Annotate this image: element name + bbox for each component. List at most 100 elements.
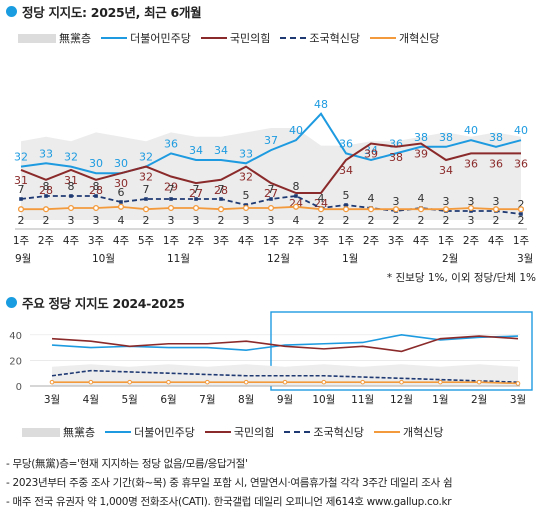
legend-item-rebuilding: 조국혁신당	[284, 424, 364, 440]
data-label: 38	[414, 131, 428, 144]
month-tick-label: 7월	[199, 394, 215, 406]
data-point	[219, 197, 223, 201]
legend-label: 국민의힘	[233, 426, 275, 439]
data-point	[392, 206, 400, 213]
data-point	[194, 197, 198, 201]
legend-item-reform: 개혁신당	[373, 424, 443, 440]
data-label: 8	[68, 180, 75, 193]
week-tick-label: 4주	[413, 235, 430, 247]
note-line: - 무당(無黨)층='현재 지지하는 정당 없음/모름/응답거절'	[6, 458, 248, 470]
data-label: 32	[64, 151, 78, 164]
data-label: 3	[93, 214, 100, 227]
week-tick-label: 3주	[313, 235, 330, 247]
data-point	[42, 206, 50, 213]
legend-item-nonpartisan: 無黨층	[18, 30, 91, 46]
month-tick-label: 11월	[167, 253, 190, 265]
week-tick-label: 1주	[513, 235, 530, 247]
data-label: 38	[439, 131, 453, 144]
month-tick-label: 11월	[351, 394, 374, 406]
data-point	[417, 206, 425, 213]
month-tick-label: 1월	[342, 253, 358, 265]
data-label: 29	[164, 181, 178, 194]
data-label: 40	[514, 124, 528, 137]
data-label: 36	[164, 137, 178, 150]
data-label: 32	[239, 171, 253, 184]
data-label: 2	[218, 214, 225, 227]
data-label: 2	[343, 214, 350, 227]
data-label: 8	[293, 180, 300, 193]
legend-line-swatch-icon	[101, 37, 128, 39]
week-tick-label: 5주	[138, 235, 155, 247]
series-line-조국혁신당	[51, 369, 519, 383]
data-label: 31	[14, 174, 28, 187]
data-label: 48	[314, 98, 328, 111]
data-label: 27	[264, 187, 278, 200]
data-label: 4	[118, 214, 125, 227]
data-point	[442, 206, 450, 213]
legend-label: 조국혁신당	[309, 32, 360, 45]
data-label: 4	[368, 192, 375, 205]
data-label: 30	[89, 157, 103, 170]
data-label: 28	[39, 184, 53, 197]
month-tick-label: 8월	[238, 394, 254, 406]
data-label: 34	[214, 144, 228, 157]
data-label: 31	[64, 174, 78, 187]
legend-label: 無黨층	[59, 32, 92, 45]
data-point	[44, 194, 48, 198]
data-point	[117, 203, 125, 210]
data-point	[467, 204, 475, 212]
week-tick-label: 2주	[288, 235, 305, 247]
data-point	[344, 203, 348, 207]
week-tick-label: 2주	[463, 235, 480, 247]
data-point	[205, 379, 210, 385]
data-label: 2	[493, 214, 500, 227]
data-label: 40	[289, 124, 303, 137]
week-tick-label: 3주	[213, 235, 230, 247]
data-label: 40	[464, 124, 478, 137]
data-label: 6	[118, 186, 125, 199]
data-label: 3	[468, 195, 475, 208]
data-label: 37	[264, 134, 278, 147]
data-point	[144, 197, 148, 201]
legend-label: 無黨층	[63, 426, 96, 439]
data-label: 36	[514, 157, 528, 170]
week-tick-label: 1주	[263, 235, 280, 247]
data-label: 8	[43, 180, 50, 193]
month-tick-label: 5월	[121, 394, 137, 406]
data-label: 36	[339, 137, 353, 150]
data-label: 3	[393, 195, 400, 208]
data-label: 7	[193, 183, 200, 196]
data-label: 24	[314, 197, 328, 210]
legend-item-democratic: 더불어민주당	[105, 424, 195, 440]
data-label: 4	[318, 192, 325, 205]
month-tick-label: 3월	[44, 394, 60, 406]
data-point	[321, 379, 327, 385]
week-tick-label: 1주	[338, 235, 355, 247]
legend-item-reform: 개혁신당	[369, 30, 439, 46]
legend-line-swatch-icon	[105, 431, 132, 433]
data-label: 2	[418, 214, 425, 227]
data-label: 30	[114, 157, 128, 170]
data-label: 34	[364, 144, 378, 157]
data-point	[282, 379, 288, 385]
month-tick-label: 3월	[517, 253, 533, 265]
data-label: 7	[218, 183, 225, 196]
top-chart-title: 정당 지지도: 2025년, 최근 6개월	[22, 5, 202, 20]
data-point	[166, 379, 171, 385]
week-tick-label: 2주	[38, 235, 55, 247]
data-label: 39	[414, 148, 428, 161]
data-label: 34	[189, 144, 203, 157]
month-tick-label: 1월	[432, 394, 448, 406]
data-point	[142, 206, 150, 213]
data-point	[169, 197, 173, 201]
nonpartisan-area	[21, 128, 521, 220]
week-tick-label: 4주	[238, 235, 255, 247]
data-point	[49, 379, 55, 385]
data-label: 2	[143, 214, 150, 227]
data-point	[492, 206, 500, 213]
data-label: 5	[343, 189, 350, 202]
data-point	[269, 197, 273, 201]
notes-block: - 무당(無黨)층='현재 지지하는 정당 없음/모름/응답거절' - 2023…	[6, 456, 453, 513]
data-label: 3	[243, 214, 250, 227]
month-tick-label: 9월	[15, 253, 31, 265]
